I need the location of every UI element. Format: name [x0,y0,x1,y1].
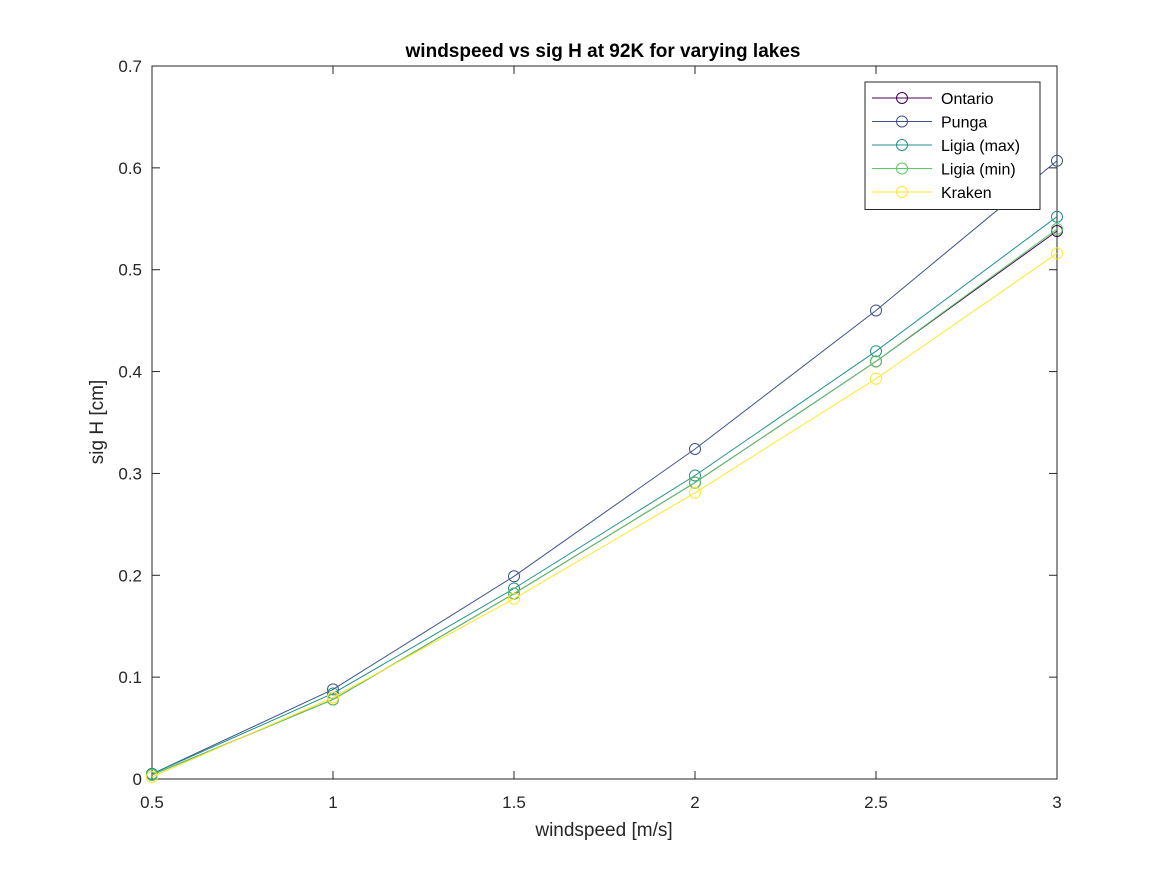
data-point-kraken [146,770,158,783]
data-point-punga [1051,154,1063,167]
axis-ticks: 0.5 1 1.5 2 2.5 3 0 0.1 0.2 0.3 0.4 0.5 0.6 0.7 [118,57,1061,812]
series-ligia-min [146,222,1063,781]
data-point-ligia-max [327,687,339,700]
x-tick-label: 1.5 [502,793,526,812]
data-point-ligia-min [1051,222,1063,235]
x-tick-label: 3 [1052,793,1061,812]
legend-entry: Ligia (min) [872,162,1016,179]
legend-entry: Ligia (max) [872,138,1020,155]
x-tick-label: 0.5 [140,793,164,812]
y-tick-label: 0.7 [118,57,142,76]
data-point-ligia-max [870,345,882,358]
legend-label: Punga [941,115,987,132]
y-tick-label: 0.1 [118,668,142,687]
data-point-kraken [327,691,339,704]
legend-marker [896,92,908,104]
data-point-kraken [870,372,882,385]
x-tick-label: 2.5 [864,793,888,812]
y-tick-label: 0.6 [118,159,142,178]
data-point-kraken [1051,247,1063,260]
data-point-kraken [689,486,701,499]
legend-marker [896,186,908,198]
y-tick-label: 0 [133,770,142,789]
series-line-kraken [151,252,1058,778]
y-axis-label: sig H [cm] [87,380,108,464]
series-line-ligia-min [151,228,1058,776]
y-tick-label: 0.3 [118,464,142,483]
data-point-ligia-max [1051,210,1063,223]
data-point-ligia-max [689,469,701,482]
series-line-punga [151,160,1058,775]
legend-entry: Kraken [872,185,992,202]
legend-marker [896,162,908,175]
legend-label: Kraken [941,185,992,202]
x-axis-label: windspeed [m/s] [534,820,672,841]
chart-title: windspeed vs sig H at 92K for varying la… [405,41,801,62]
data-point-ligia-min [870,355,882,368]
legend-marker [896,139,908,151]
series-line-ligia-max [151,216,1058,775]
legend-label: Ligia (min) [941,162,1016,179]
data-point-punga [508,570,520,583]
legend: Ontario Punga Ligia (max) Ligia (min) Kraken [864,81,1041,210]
legend-marker [896,115,908,128]
legend-label: Ligia (max) [941,138,1020,155]
data-point-kraken [508,592,520,605]
data-point-punga [689,442,701,455]
y-tick-label: 0.5 [118,261,142,280]
series-kraken [146,247,1063,783]
y-tick-label: 0.4 [118,363,142,382]
legend-box [864,81,1041,210]
x-tick-label: 2 [690,793,699,812]
legend-label: Ontario [941,91,994,108]
legend-entry: Ontario [872,91,994,108]
data-point-ligia-min [689,476,701,489]
legend-entry: Punga [872,115,987,132]
series-layer [146,154,1063,783]
data-point-punga [870,304,882,317]
y-tick-label: 0.2 [118,566,142,585]
data-point-punga [327,683,339,696]
x-tick-label: 1 [328,793,337,812]
